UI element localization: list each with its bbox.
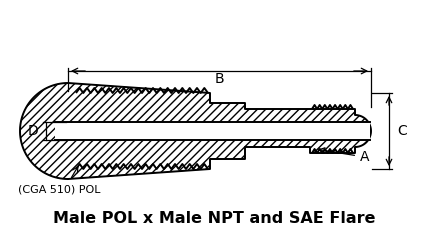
Polygon shape [20,83,371,179]
Text: A: A [319,148,369,164]
Text: (CGA 510) POL: (CGA 510) POL [18,184,101,194]
Text: B: B [215,72,224,86]
Text: C: C [397,124,407,138]
Polygon shape [55,122,370,140]
Text: D: D [27,124,38,138]
Text: Male POL x Male NPT and SAE Flare: Male POL x Male NPT and SAE Flare [53,211,375,226]
